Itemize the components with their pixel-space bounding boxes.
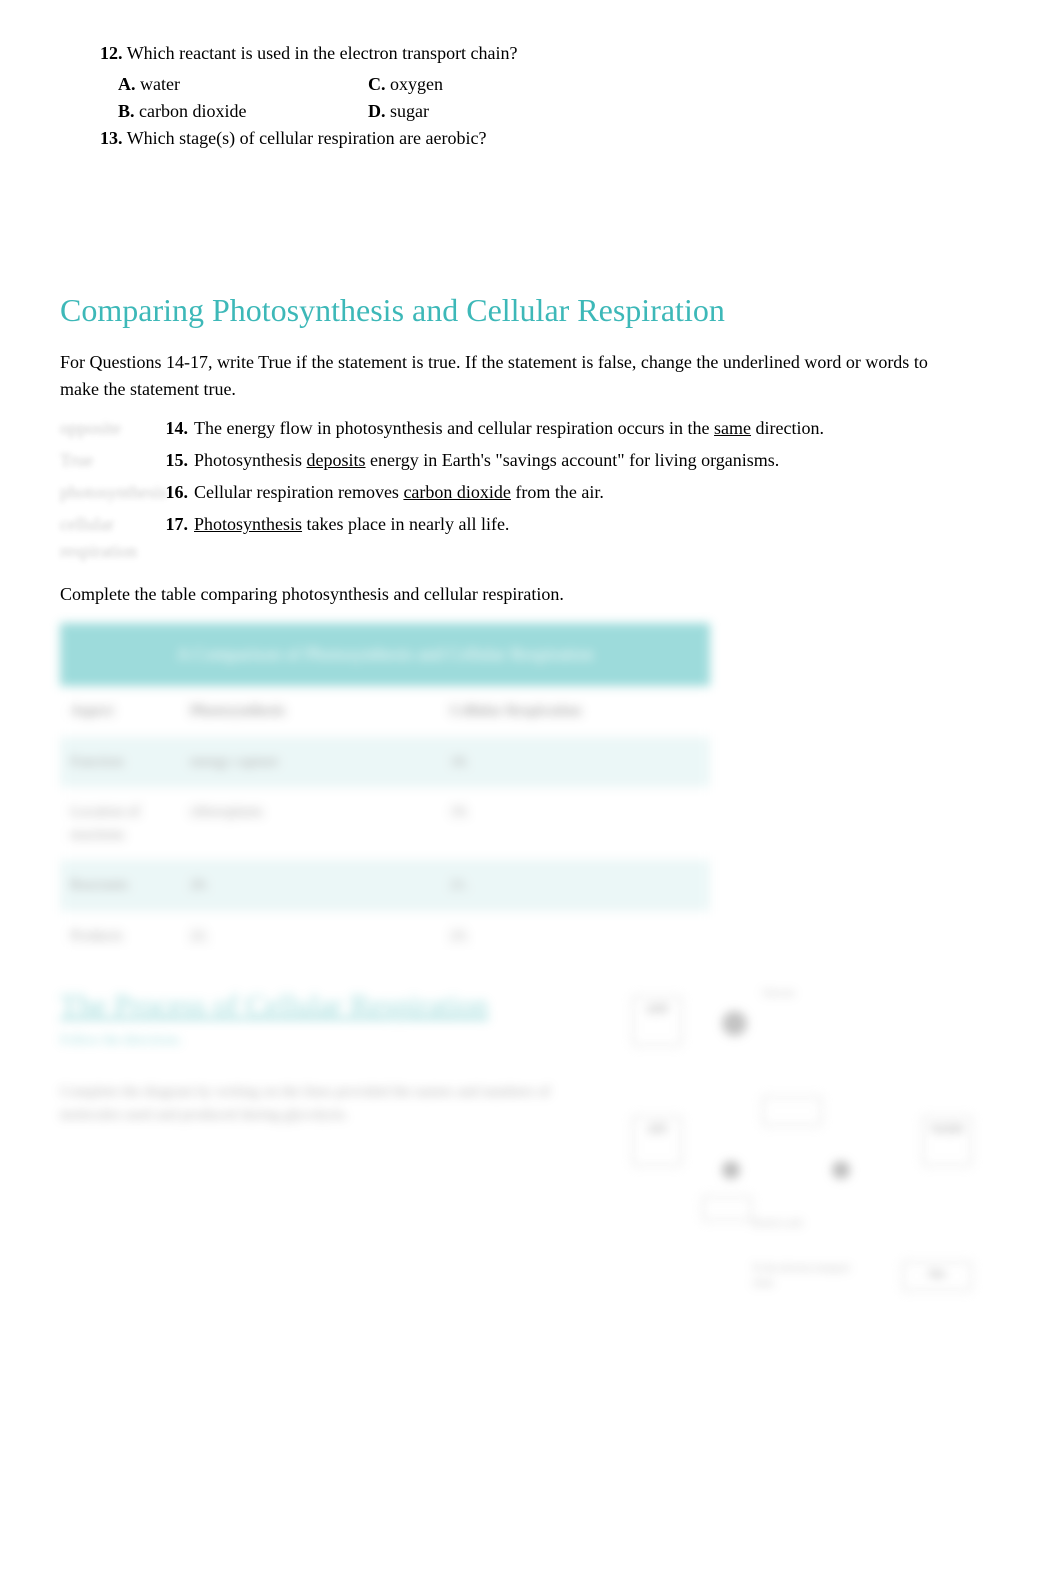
choice-text: sugar xyxy=(390,101,429,121)
table-row: Reactants 20. 21. xyxy=(60,860,710,911)
diagram-label: To the electron transport chain xyxy=(752,1261,872,1291)
table-row: Location of reactions chloroplasts 19. xyxy=(60,787,710,860)
cell: Products xyxy=(60,911,180,962)
question-number: 14. xyxy=(160,415,188,442)
diagram-circle xyxy=(722,1011,747,1036)
choice-d: D. sugar xyxy=(368,98,618,125)
diagram-box xyxy=(762,1096,822,1126)
diagram-label: Glucose xyxy=(762,986,862,1001)
cell[interactable]: 23. xyxy=(440,911,710,962)
underlined-word: carbon dioxide xyxy=(403,482,510,502)
col-header-photosynthesis: Photosynthesis xyxy=(180,686,440,737)
tf-question-15: True 15. Photosynthesis deposits energy … xyxy=(60,447,1002,475)
diagram-box xyxy=(702,1196,752,1221)
diagram-box: ATP xyxy=(632,1116,682,1166)
tf-instructions: For Questions 14-17, write True if the s… xyxy=(60,349,1002,403)
table-row: Function energy capture 18. xyxy=(60,737,710,788)
diagram-label: Pyruvic acid xyxy=(752,1216,852,1231)
subheading: Follow the directions. xyxy=(60,1030,607,1051)
text-pre: Photosynthesis xyxy=(194,450,307,470)
diagram-circle xyxy=(722,1161,740,1179)
diagram-circle xyxy=(832,1161,850,1179)
diagram-box: Net xyxy=(902,1261,972,1291)
choice-c: C. oxygen xyxy=(368,71,618,98)
diagram-label: ATP xyxy=(637,1121,677,1138)
diagram-label: Net xyxy=(929,1268,945,1280)
process-section: The Process of Cellular Respiration Foll… xyxy=(60,986,1002,1306)
answer-blank[interactable]: photosynthesis xyxy=(60,479,160,507)
choice-letter: C. xyxy=(368,74,386,94)
diagram-instruction: Complete the diagram by writing on the l… xyxy=(60,1081,607,1126)
question-text: Which reactant is used in the electron t… xyxy=(127,43,518,63)
cell: Function xyxy=(60,737,180,788)
underlined-word: deposits xyxy=(307,450,366,470)
question-text: Photosynthesis takes place in nearly all… xyxy=(194,511,1002,538)
diagram-box: NADH xyxy=(922,1116,972,1166)
text-post: from the air. xyxy=(511,482,604,502)
choice-letter: B. xyxy=(118,101,135,121)
comparison-table: A Comparison of Photosynthesis and Cellu… xyxy=(60,623,710,961)
choice-text: oxygen xyxy=(390,74,443,94)
cell[interactable]: 19. xyxy=(440,787,710,860)
choice-text: carbon dioxide xyxy=(139,101,246,121)
tf-question-17: cellular respiration 17. Photosynthesis … xyxy=(60,511,1002,566)
question-number: 15. xyxy=(160,447,188,474)
question-text: The energy flow in photosynthesis and ce… xyxy=(194,415,1002,442)
underlined-word: same xyxy=(714,418,751,438)
col-header-aspect: Aspect xyxy=(60,686,180,737)
text-pre: The energy flow in photosynthesis and ce… xyxy=(194,418,714,438)
cell: Reactants xyxy=(60,860,180,911)
cell[interactable]: 21. xyxy=(440,860,710,911)
question-text: Cellular respiration removes carbon diox… xyxy=(194,479,1002,506)
choice-letter: D. xyxy=(368,101,386,121)
text-post: energy in Earth's "savings account" for … xyxy=(366,450,780,470)
section-heading-process: The Process of Cellular Respiration xyxy=(60,986,607,1025)
underlined-word: Photosynthesis xyxy=(194,514,302,534)
table-title: A Comparison of Photosynthesis and Cellu… xyxy=(60,623,710,686)
glycolysis-diagram: ADP Glucose ATP NADH Pyruvic acid To the… xyxy=(622,986,1002,1306)
cell[interactable]: 22. xyxy=(180,911,440,962)
section-heading-comparing: Comparing Photosynthesis and Cellular Re… xyxy=(60,286,1002,334)
choice-letter: A. xyxy=(118,74,136,94)
answer-blank[interactable]: cellular respiration xyxy=(60,511,160,566)
diagram-box: ADP xyxy=(632,996,682,1046)
tf-question-16: photosynthesis 16. Cellular respiration … xyxy=(60,479,1002,507)
question-12-choices: A. water B. carbon dioxide C. oxygen D. … xyxy=(60,71,1002,125)
question-12: 12. Which reactant is used in the electr… xyxy=(60,40,1002,67)
table-instruction: Complete the table comparing photosynthe… xyxy=(60,581,1002,608)
question-13: 13. Which stage(s) of cellular respirati… xyxy=(60,125,1002,152)
text-pre: Cellular respiration removes xyxy=(194,482,403,502)
question-text: Which stage(s) of cellular respiration a… xyxy=(127,128,487,148)
answer-blank[interactable]: opposite xyxy=(60,415,160,443)
diagram-label: ADP xyxy=(637,1001,677,1018)
answer-space xyxy=(60,156,1002,276)
choice-a: A. water xyxy=(118,71,368,98)
cell: Location of reactions xyxy=(60,787,180,860)
cell[interactable]: 20. xyxy=(180,860,440,911)
choice-b: B. carbon dioxide xyxy=(118,98,368,125)
question-number: 12. xyxy=(100,43,123,63)
diagram-label: NADH xyxy=(927,1121,967,1138)
answer-blank[interactable]: True xyxy=(60,447,160,475)
tf-question-14: opposite 14. The energy flow in photosyn… xyxy=(60,415,1002,443)
choice-text: water xyxy=(140,74,180,94)
cell: chloroplasts xyxy=(180,787,440,860)
text-post: takes place in nearly all life. xyxy=(302,514,509,534)
text-post: direction. xyxy=(751,418,824,438)
cell: energy capture xyxy=(180,737,440,788)
table-row: Products 22. 23. xyxy=(60,911,710,962)
question-number: 13. xyxy=(100,128,123,148)
cell[interactable]: 18. xyxy=(440,737,710,788)
question-number: 17. xyxy=(160,511,188,538)
col-header-respiration: Cellular Respiration xyxy=(440,686,710,737)
question-text: Photosynthesis deposits energy in Earth'… xyxy=(194,447,1002,474)
